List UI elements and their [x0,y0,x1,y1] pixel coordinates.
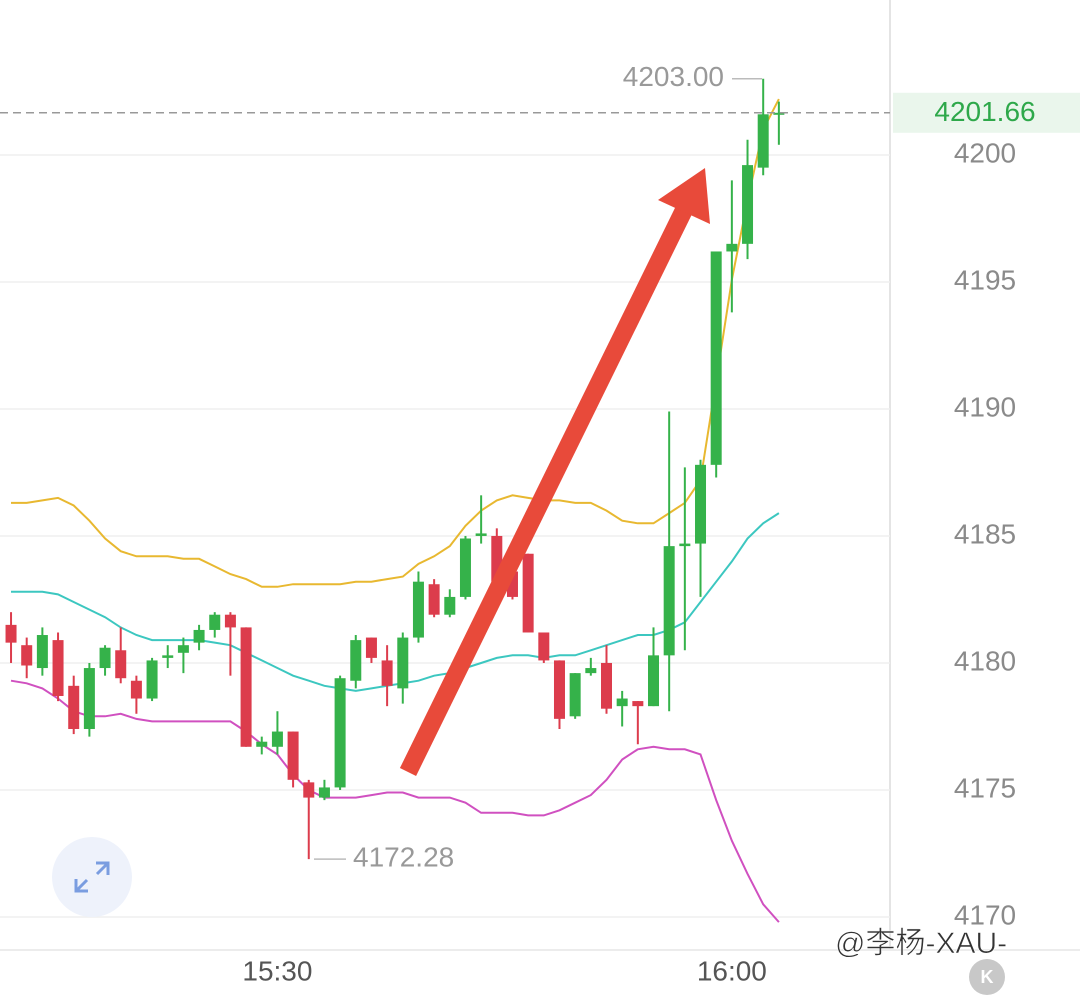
candle-body [99,647,111,669]
k-button-bg[interactable] [969,959,1005,995]
min-label: 4172.28 [353,841,454,872]
candle-body [459,538,471,597]
candle-body [271,731,283,747]
candle-body [224,614,236,628]
candle-body [193,629,205,643]
candle-body [773,112,785,115]
candle-body [318,787,330,798]
y-tick-label: 4185 [954,518,1016,549]
candle-body [209,614,221,630]
expand-bg[interactable] [52,837,132,917]
plot: 4170 4175 4180 4185 4190 4195 4200 15:30 16:00 42… [0,61,1080,986]
max-label: 4203.00 [623,61,724,92]
candle-body [162,655,174,658]
candle-body [585,668,597,674]
candle-body [397,637,409,689]
arrow-head [658,168,710,224]
watermark: @李杨-XAU- [835,927,1007,960]
last-price-box [893,92,1080,133]
y-tick-label: 4195 [954,264,1016,295]
candle-body [52,640,64,696]
candle-body [726,243,738,252]
candle-body [538,632,550,661]
candle-body [428,584,440,615]
x-tick-label: 15:30 [242,955,312,986]
candle-body [177,645,189,653]
candle-body [21,645,33,666]
candle-body [475,533,487,536]
candle-body [381,660,393,686]
x-tick-label: 16:00 [697,955,767,986]
y-tick-label: 4175 [954,772,1016,803]
candle-body [663,546,675,656]
last-price-label: 4201.66 [934,96,1035,127]
k-button[interactable]: K [981,967,994,987]
candle-body [522,553,534,633]
candle-body [491,535,503,582]
candle-body [256,741,268,747]
candle-body [365,637,377,658]
candle-body [553,660,565,719]
candle-body [506,571,518,597]
candle-body [616,698,628,707]
band-line [10,679,780,923]
candle-body [569,673,581,717]
candle-body [632,701,644,707]
expand-button[interactable] [52,837,132,917]
candle-body [5,624,17,643]
y-tick-label: 4170 [954,899,1016,930]
candle-body [350,640,362,681]
candle-body [287,731,299,780]
candle-body [444,596,456,615]
y-tick-label: 4180 [954,645,1016,676]
expand-icon[interactable] [74,861,110,893]
candle-body [83,668,95,730]
y-tick-label: 4200 [954,137,1016,168]
candle-body [68,685,80,730]
candle-body [303,782,315,798]
candle-body [36,635,48,669]
candle-body [240,627,252,747]
candle-body [334,678,346,788]
candle-body [679,543,691,547]
arrow-annotation [399,168,710,776]
candle-body [695,464,707,544]
arrow-shaft [399,206,693,776]
candle-body [412,581,424,638]
candle-body [146,660,158,699]
candle-body [600,662,612,709]
candle-body [115,650,127,679]
y-tick-label: 4190 [954,391,1016,422]
candle-body [757,114,769,168]
candle-body [648,655,660,707]
band-line [11,512,780,692]
candle-body [710,251,722,465]
candle-body [130,680,142,699]
band-line [11,98,780,588]
candle-body [742,165,754,244]
